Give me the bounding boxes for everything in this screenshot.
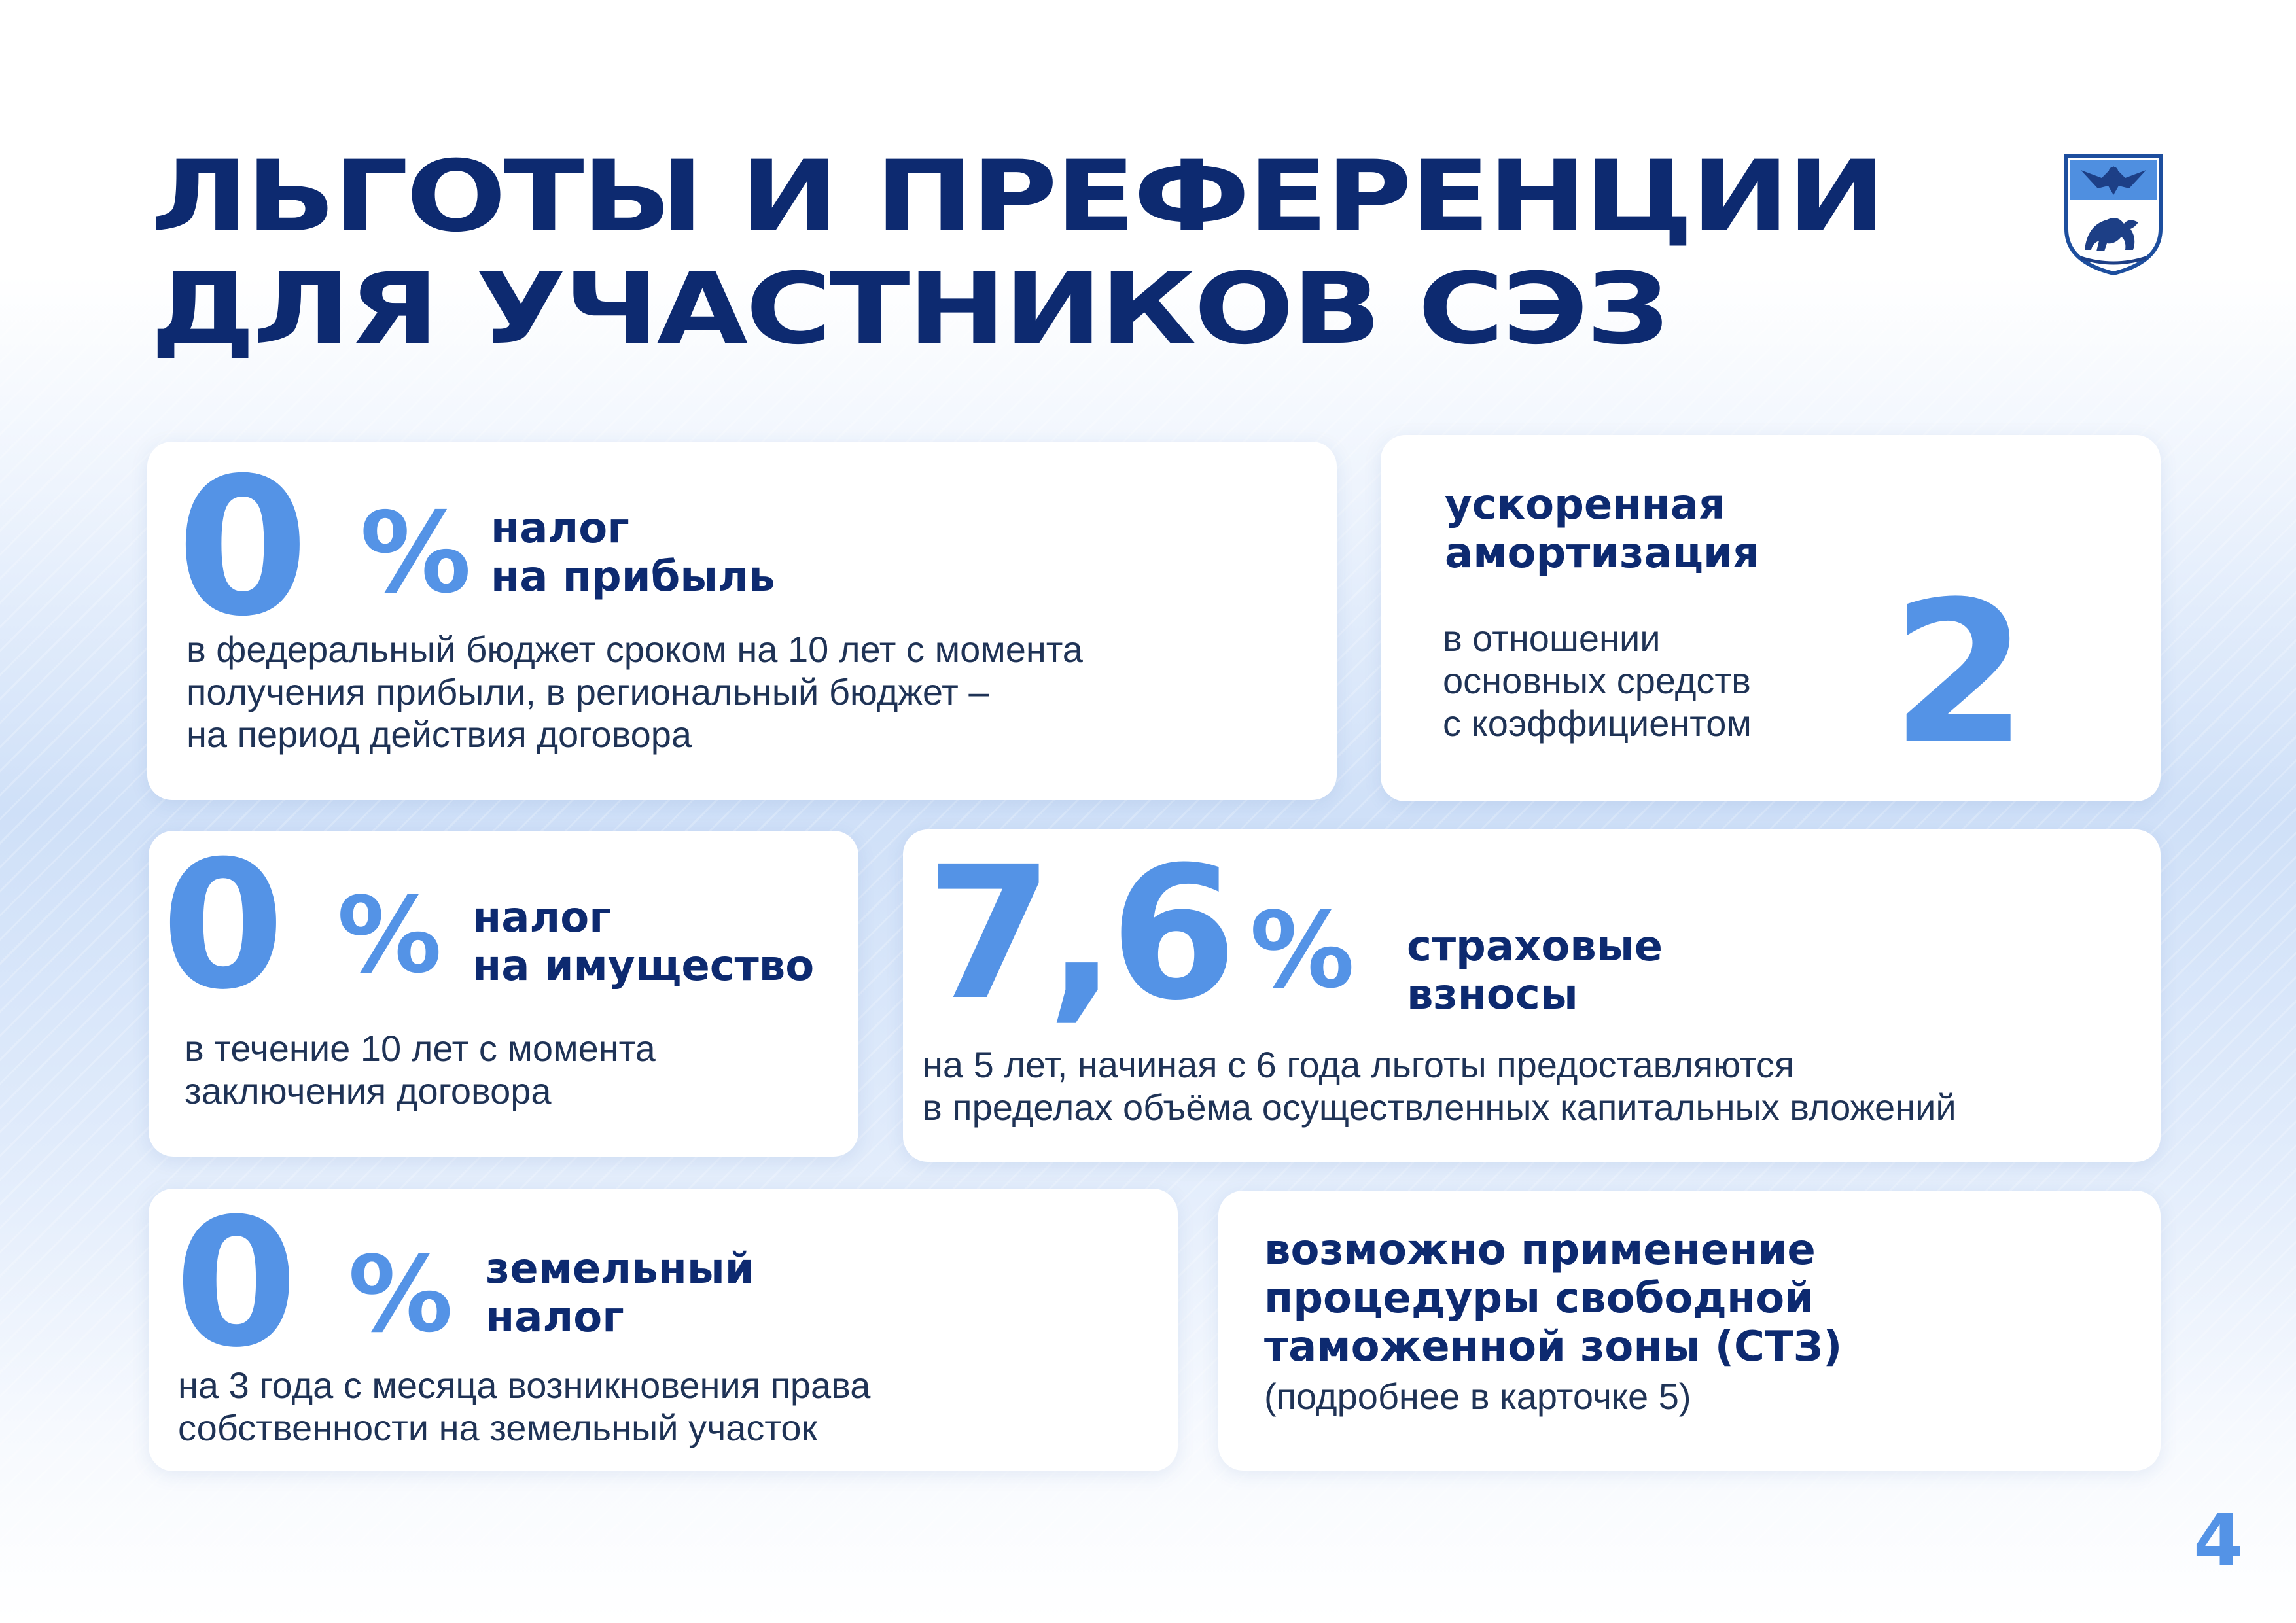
insurance-description: на 5 лет, начиная с 6 года льготы предос…	[923, 1044, 1956, 1128]
coat-of-arms-icon	[2064, 154, 2163, 276]
land-tax-value: 0	[175, 1180, 298, 1386]
insurance-percent: %	[1250, 889, 1355, 1011]
amortization-description: в отношении основных средств с коэффицие…	[1443, 618, 1752, 744]
page-number: 4	[2193, 1499, 2244, 1582]
card-customs-zone: возможно применение процедуры свободной …	[1218, 1191, 2161, 1471]
profit-tax-percent: %	[360, 489, 472, 618]
page-title-line-1: Льготы и преференции	[150, 140, 1886, 254]
customs-heading: возможно применение процедуры свободной …	[1264, 1226, 1843, 1371]
property-tax-heading: налог на имущество	[472, 894, 815, 990]
page-title-line-2: для участников СЭЗ	[150, 253, 1670, 366]
profit-tax-value: 0	[177, 438, 309, 658]
land-tax-heading: земельный налог	[486, 1245, 754, 1342]
customs-note: (подробнее в карточке 5)	[1264, 1376, 1691, 1417]
land-tax-percent: %	[348, 1233, 453, 1355]
card-profit-tax: 0 % налог на прибыль в федеральный бюдже…	[147, 442, 1337, 800]
insurance-heading: страховые взносы	[1407, 922, 1663, 1019]
card-property-tax: 0 % налог на имущество в течение 10 лет …	[149, 831, 858, 1157]
amortization-heading: ускоренная амортизация	[1445, 481, 1759, 578]
property-tax-value: 0	[162, 822, 285, 1028]
card-land-tax: 0 % земельный налог на 3 года с месяца в…	[149, 1189, 1178, 1471]
insurance-value: 7,6	[926, 828, 1237, 1041]
property-tax-percent: %	[337, 874, 442, 996]
land-tax-description: на 3 года с месяца возникновения права с…	[178, 1365, 871, 1448]
amortization-coefficient: 2	[1891, 559, 2028, 788]
profit-tax-description: в федеральный бюджет сроком на 10 лет с …	[186, 629, 1083, 755]
property-tax-description: в течение 10 лет с момента заключения до…	[185, 1028, 656, 1111]
card-amortization: ускоренная амортизация в отношении основ…	[1381, 435, 2161, 801]
page-title: Льготы и преференции для участников СЭЗ	[150, 140, 1886, 366]
card-insurance: 7,6 % страховые взносы на 5 лет, начиная…	[903, 829, 2161, 1162]
profit-tax-heading: налог на прибыль	[491, 504, 775, 601]
